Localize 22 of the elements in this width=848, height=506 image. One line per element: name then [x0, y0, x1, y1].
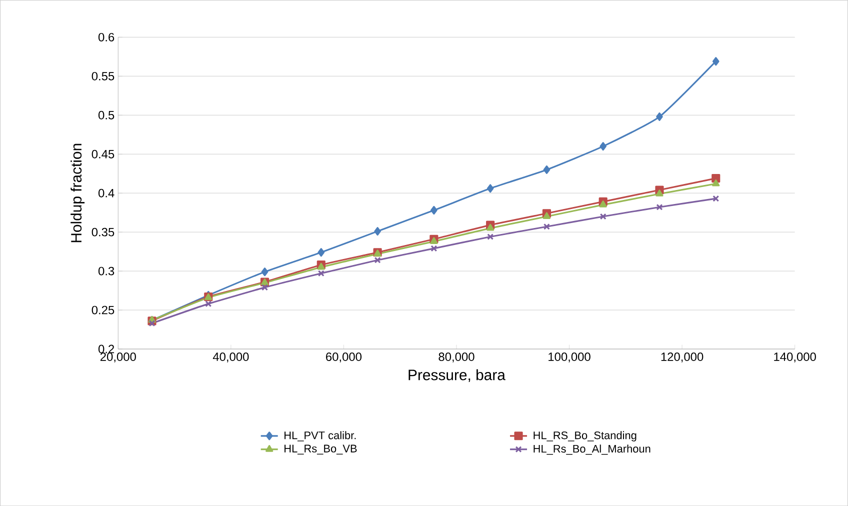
x-tick-label: 100,000: [548, 352, 590, 362]
x-tick-label: 140,000: [774, 352, 816, 362]
x-tick-label: 60,000: [326, 352, 362, 362]
x-tick-label: 40,000: [212, 352, 249, 362]
x-tick-label: 20,000: [100, 352, 136, 362]
legend-label: HL_PVT calibr.: [284, 431, 356, 442]
y-tick-label: 0.6: [98, 32, 114, 42]
y-axis-title: Holdup fraction: [70, 144, 85, 242]
y-tick-label: 0.25: [92, 306, 114, 314]
y-tick-label: 0.2: [98, 344, 114, 354]
y-tick-label: 0.35: [92, 228, 114, 236]
y-tick-label: 0.55: [92, 72, 114, 80]
y-tick-label: 0.45: [92, 150, 114, 158]
x-axis-title: Pressure, bara: [408, 369, 506, 382]
y-tick-label: 0.5: [98, 110, 114, 120]
legend-label: HL_Rs_Bo_VB: [284, 444, 357, 454]
legend-label: HL_Rs_Bo_Al_Marhoun: [534, 444, 650, 455]
legend-label: HL_RS_Bo_Standing: [534, 431, 636, 442]
x-tick-label: 120,000: [661, 352, 704, 362]
x-tick-label: 80,000: [438, 352, 474, 362]
y-tick-label: 0.3: [98, 266, 114, 276]
y-tick-label: 0.4: [98, 188, 114, 198]
